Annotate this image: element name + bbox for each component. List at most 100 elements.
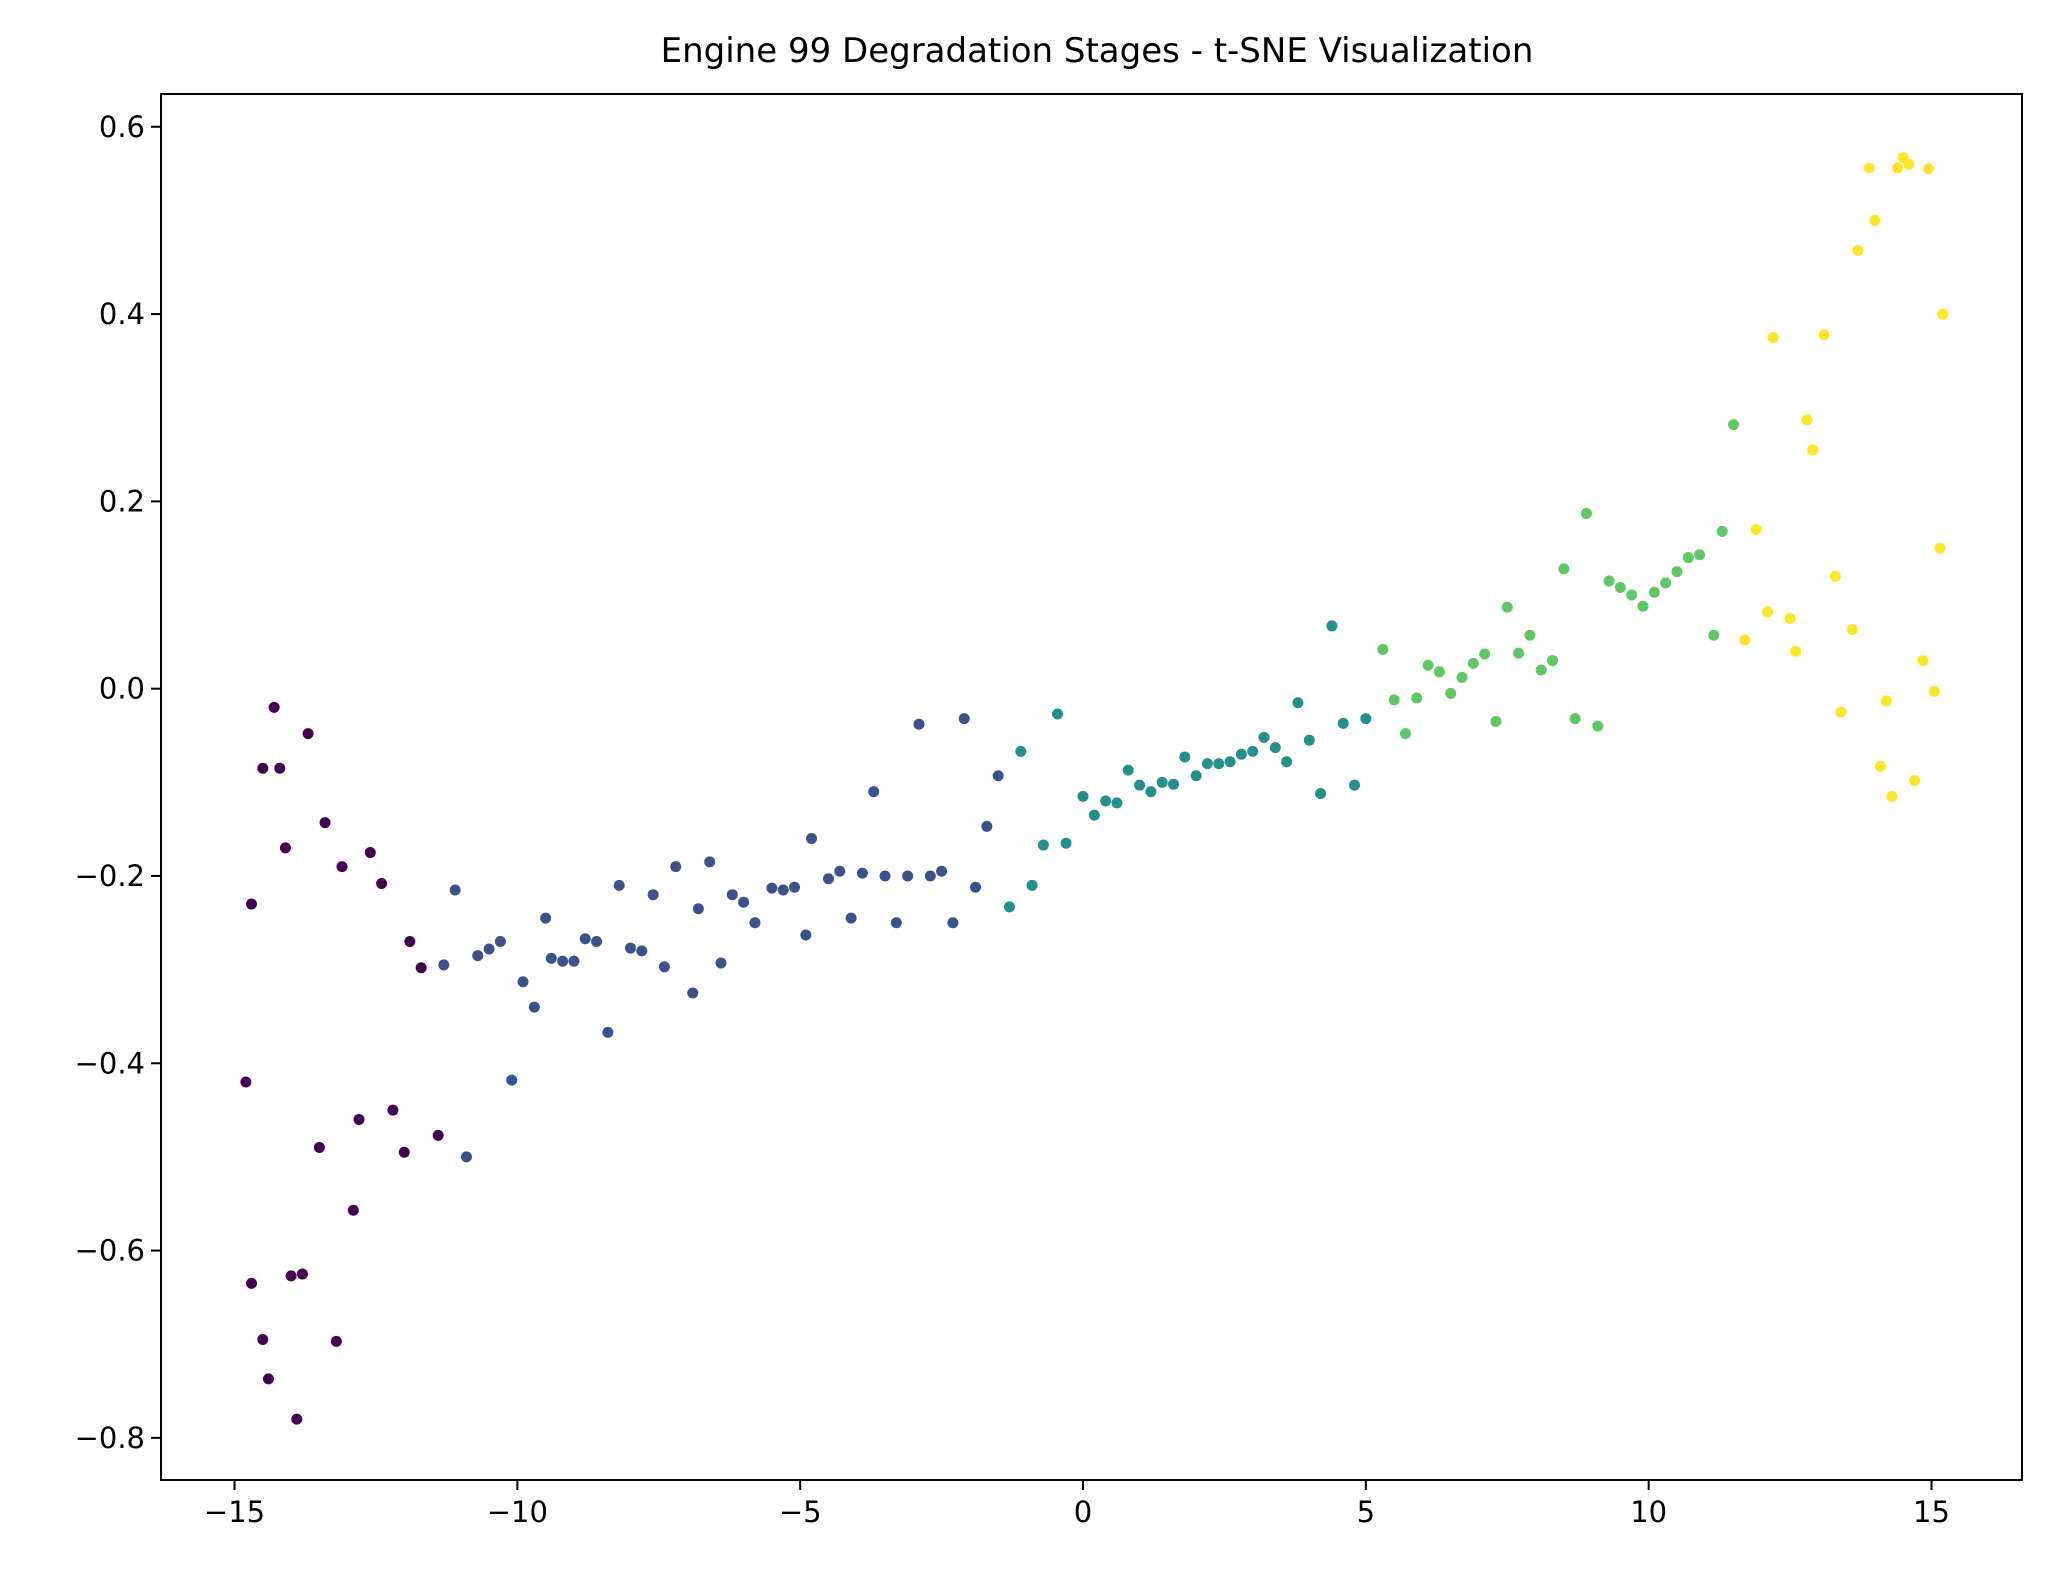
y-tick-label: 0.4 <box>99 297 145 331</box>
data-point <box>902 870 914 882</box>
data-point <box>1750 523 1762 535</box>
x-tick-label: −5 <box>779 1495 822 1529</box>
data-point <box>1122 764 1134 776</box>
data-point <box>1790 645 1802 657</box>
data-point <box>285 1270 297 1282</box>
data-point <box>868 786 880 798</box>
data-point <box>246 898 258 910</box>
data-point <box>274 762 286 774</box>
data-point <box>319 817 331 829</box>
data-point <box>1682 552 1694 564</box>
data-point <box>279 842 291 854</box>
data-point <box>613 879 625 891</box>
data-point <box>1818 329 1830 341</box>
series-stage-3 <box>1377 419 1740 740</box>
data-point <box>1247 745 1259 757</box>
data-point <box>879 870 891 882</box>
chart-title: Engine 99 Degradation Stages - t-SNE Vis… <box>661 31 1534 71</box>
data-point <box>1626 589 1638 601</box>
data-point <box>483 943 495 955</box>
data-point <box>449 884 461 896</box>
data-point <box>658 961 670 973</box>
data-point <box>246 1277 258 1289</box>
data-point <box>1603 575 1615 587</box>
data-point <box>1052 708 1064 720</box>
data-point <box>936 865 948 877</box>
data-point <box>591 936 603 948</box>
data-point <box>1829 570 1841 582</box>
data-point <box>1558 563 1570 575</box>
data-point <box>1433 666 1445 678</box>
data-point <box>506 1074 518 1086</box>
data-point <box>624 942 636 954</box>
data-point <box>1513 647 1525 659</box>
axes: −15 −10 −5 0 5 10 15 −0.8 −0.6 −0.4 −0.2 0.0 0.2 0.4 0… <box>75 110 1950 1529</box>
data-point <box>958 713 970 725</box>
data-point <box>494 936 506 948</box>
data-point <box>1100 795 1112 807</box>
data-point <box>687 987 699 999</box>
data-point <box>1648 586 1660 598</box>
data-point <box>364 847 376 859</box>
y-tick-label: −0.6 <box>75 1234 145 1268</box>
data-point <box>845 912 857 924</box>
data-point <box>692 903 704 915</box>
data-point <box>1937 308 1949 320</box>
data-point <box>602 1026 614 1038</box>
data-point <box>1377 643 1389 655</box>
data-point <box>1660 577 1672 589</box>
data-point <box>472 950 484 962</box>
data-point <box>460 1151 472 1163</box>
data-point <box>1269 742 1281 754</box>
data-point <box>1003 901 1015 913</box>
data-point <box>579 933 591 945</box>
data-point <box>438 959 450 971</box>
data-point <box>1388 694 1400 706</box>
data-point <box>1761 606 1773 618</box>
data-point <box>313 1142 325 1154</box>
data-point <box>1524 629 1536 641</box>
series-stage-1 <box>438 713 1004 1163</box>
data-point <box>1801 414 1813 426</box>
data-point <box>970 881 982 893</box>
data-point <box>1399 728 1411 740</box>
data-point <box>1880 695 1892 707</box>
data-point <box>1928 685 1940 697</box>
data-point <box>257 1334 269 1346</box>
data-point <box>1569 713 1581 725</box>
data-point <box>1360 713 1372 725</box>
data-point <box>1547 655 1559 667</box>
y-tick-label: −0.2 <box>75 859 145 893</box>
series-stage-2 <box>1003 620 1372 913</box>
data-point <box>800 929 812 941</box>
data-point <box>347 1204 359 1216</box>
data-point <box>777 884 789 896</box>
data-point <box>1671 566 1683 578</box>
data-point <box>647 889 659 901</box>
x-tick-label: −15 <box>204 1495 265 1529</box>
data-point <box>749 917 761 929</box>
data-point <box>540 912 552 924</box>
data-point <box>1614 582 1626 594</box>
data-point <box>1213 758 1225 770</box>
data-point <box>981 820 993 832</box>
data-point <box>1694 549 1706 561</box>
data-point <box>336 861 348 873</box>
data-point <box>1716 525 1728 537</box>
data-point <box>738 896 750 908</box>
data-point <box>1190 770 1202 782</box>
data-point <box>1909 774 1921 786</box>
data-point <box>1145 786 1157 798</box>
data-point <box>1156 776 1168 788</box>
data-point <box>992 770 1004 782</box>
data-point <box>924 870 936 882</box>
data-point <box>291 1413 303 1425</box>
data-point <box>1846 624 1858 636</box>
data-point <box>1134 779 1146 791</box>
data-point <box>1501 601 1513 613</box>
data-point <box>1088 809 1100 821</box>
data-point <box>670 861 682 873</box>
y-tick-label: 0.2 <box>99 484 145 518</box>
data-point <box>1026 879 1038 891</box>
